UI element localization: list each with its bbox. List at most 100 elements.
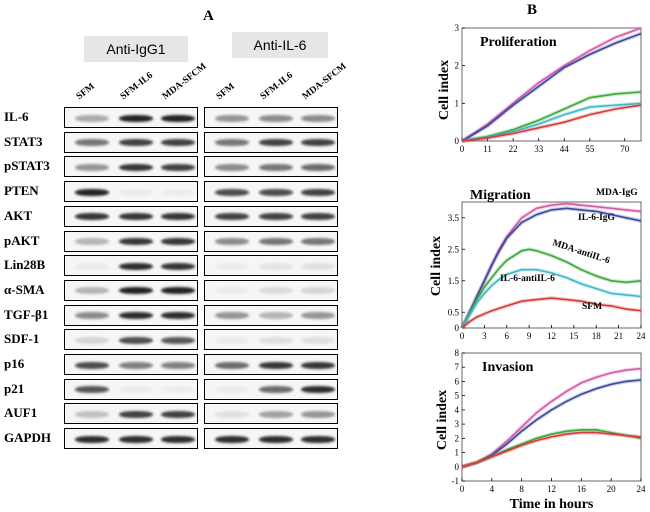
blot-band (259, 262, 294, 270)
plot-frame (461, 27, 642, 142)
series-line (461, 207, 642, 329)
blot-band (74, 361, 109, 369)
blot-strip (204, 304, 338, 326)
x-tick-label: 20 (607, 484, 617, 494)
protein-label: AKT (4, 207, 33, 223)
blot-band (259, 361, 294, 369)
blot-strip (204, 131, 338, 153)
blot-band (214, 114, 249, 122)
y-tick-label: 6 (455, 376, 460, 386)
blot-band (119, 163, 154, 171)
series-error-band (461, 90, 642, 143)
x-tick-label: 16 (577, 484, 587, 494)
blot-band (300, 312, 335, 320)
blot-strip (64, 403, 198, 425)
blot-band (259, 114, 294, 122)
blot-band (300, 188, 335, 196)
chart-title: Invasion (482, 360, 534, 375)
protein-label: GAPDH (4, 430, 51, 446)
series-line (461, 379, 642, 468)
series-line (461, 268, 642, 329)
blot-band (160, 114, 195, 122)
y-tick-label: -1 (452, 476, 460, 486)
x-tick-label: 15 (569, 331, 579, 341)
y-tick-label: 1 (455, 448, 460, 458)
y-tick-label: 1.5 (448, 276, 460, 286)
blot-band (160, 163, 195, 171)
blot-strip (204, 205, 338, 227)
series-annotation: MDA-IgG (596, 188, 638, 198)
blot-band (259, 213, 294, 221)
blot-band (259, 188, 294, 196)
protein-label: Lin28B (4, 257, 46, 273)
blot-band (119, 262, 154, 270)
protein-label: IL-6 (4, 109, 29, 124)
blot-band (300, 238, 335, 245)
series-annotation: SFM (582, 302, 602, 312)
x-tick-label: 21 (614, 331, 623, 341)
blot-strip (64, 354, 198, 375)
x-axis-label: Time in hours (510, 497, 594, 512)
x-tick-label: 0 (460, 144, 465, 154)
x-tick-label: 0 (460, 484, 465, 494)
blot-strip (204, 230, 338, 252)
blot-band (214, 410, 249, 418)
blot-band (259, 410, 294, 418)
blot-band (214, 386, 249, 394)
protein-label: PTEN (4, 183, 39, 199)
protein-label: pAKT (4, 232, 40, 248)
blot-band (214, 238, 249, 245)
y-tick-label: 5 (455, 391, 460, 401)
blot-strip (204, 255, 338, 277)
blot-band (214, 312, 249, 320)
x-tick-label: 0 (460, 331, 465, 341)
series-line (461, 104, 642, 142)
blot-band (259, 336, 294, 344)
chart-title: Migration (470, 188, 531, 203)
blot-band (160, 262, 195, 270)
blot-band (300, 361, 335, 369)
blot-band (214, 435, 249, 443)
blot-strip (64, 304, 198, 326)
blot-band (300, 114, 335, 122)
y-tick-label: 3 (455, 23, 460, 33)
y-tick-label: 8 (455, 348, 460, 358)
x-tick-label: 8 (519, 484, 524, 494)
series-line (461, 32, 642, 142)
blot-band (74, 435, 109, 443)
blot-band (300, 386, 335, 394)
protein-label: AUF1 (4, 405, 38, 421)
x-tick-label: 4 (490, 484, 495, 494)
blot-band (300, 139, 335, 147)
protein-label: TGF-β1 (4, 306, 49, 322)
protein-label: SDF-1 (4, 331, 40, 347)
blot-strip (64, 329, 198, 351)
x-tick-label: 55 (585, 144, 595, 154)
blot-strip (204, 107, 338, 128)
blot-band (74, 312, 109, 320)
chart-title: Proliferation (480, 35, 557, 50)
x-tick-label: 3 (482, 331, 487, 341)
blot-band (160, 287, 195, 295)
blot-strip (204, 181, 338, 203)
blot-band (74, 262, 109, 270)
blot-band (74, 238, 109, 245)
blot-band (74, 410, 109, 418)
blot-band (259, 139, 294, 147)
blot-band (214, 139, 249, 147)
x-tick-label: 9 (527, 331, 532, 341)
blot-band (74, 336, 109, 344)
blot-strip (64, 255, 198, 277)
panel-a-letter: A (203, 8, 214, 24)
x-tick-label: 70 (620, 144, 630, 154)
blot-strip (64, 428, 198, 450)
series-annotation: IL-6-IgG (578, 213, 616, 223)
protein-label: pSTAT3 (4, 158, 50, 174)
blot-band (119, 336, 154, 344)
y-tick-label: 4 (455, 405, 460, 415)
series-error-band (460, 296, 642, 330)
blot-band (259, 287, 294, 295)
y-tick-label: 3.5 (448, 213, 460, 223)
x-tick-label: 44 (560, 144, 570, 154)
y-tick-label: 0 (455, 136, 460, 146)
